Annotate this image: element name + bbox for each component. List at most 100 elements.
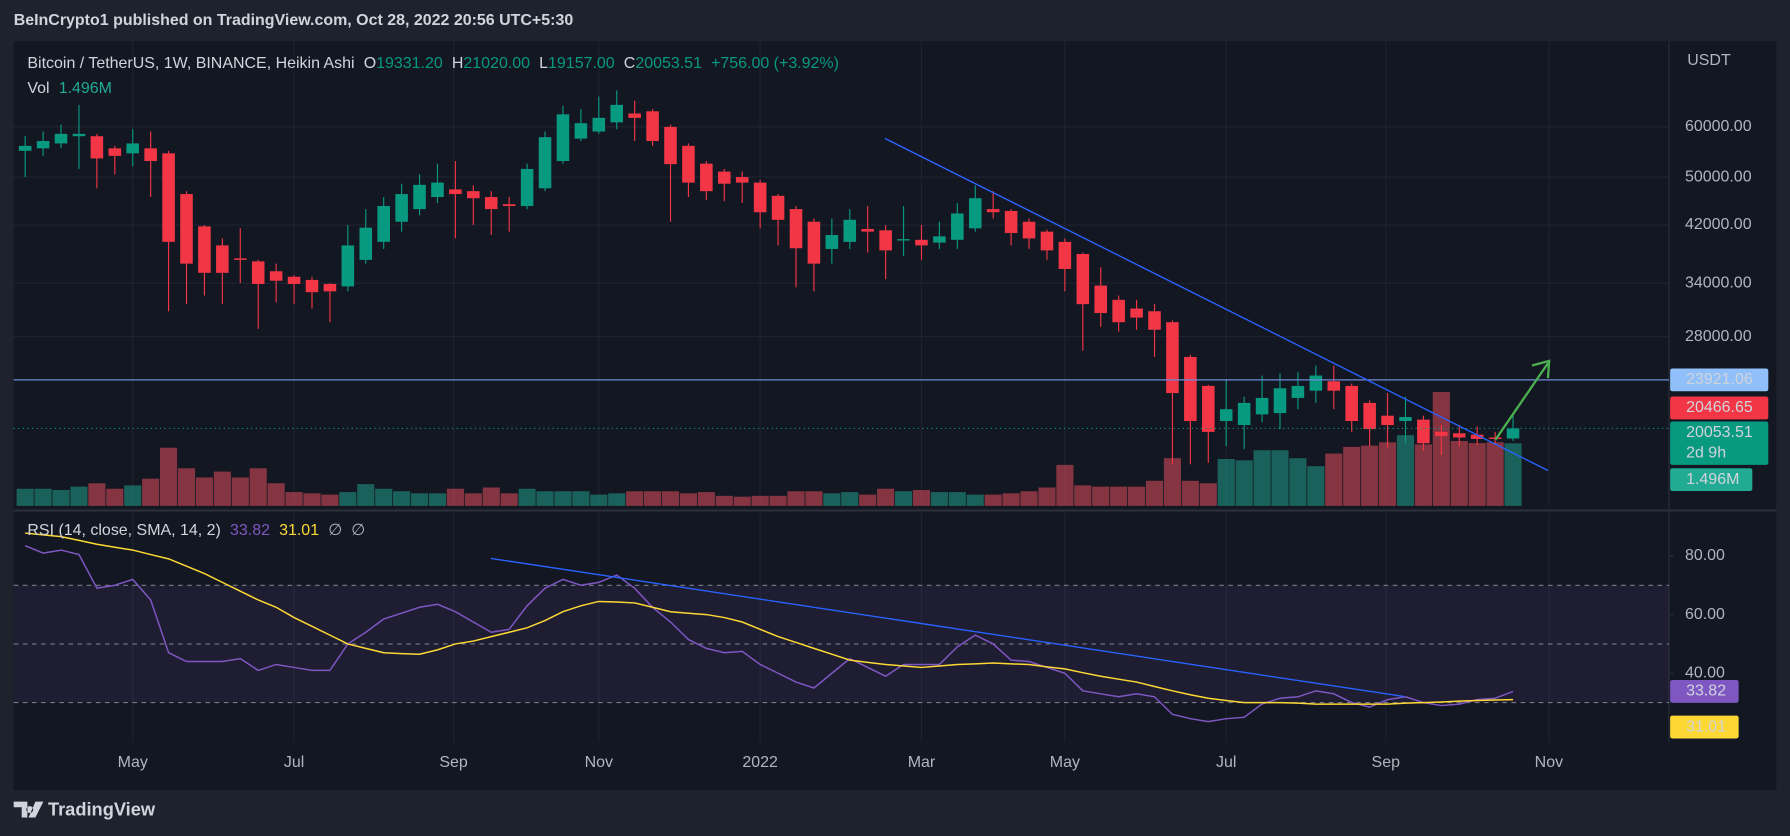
- volume-bar: [644, 491, 662, 506]
- candle-body: [1058, 241, 1072, 269]
- candle-body: [1309, 375, 1323, 391]
- volume-bar: [590, 494, 608, 506]
- volume-bar: [1038, 487, 1056, 506]
- volume-bar: [393, 491, 411, 506]
- ohlc-key: C: [624, 55, 636, 72]
- candle-body: [1417, 419, 1430, 444]
- candle-body: [1219, 409, 1233, 421]
- volume-bar: [321, 494, 339, 506]
- volume-value: 1.496M: [59, 80, 112, 97]
- volume-bar: [894, 491, 913, 506]
- candle-body: [592, 117, 606, 132]
- candle-body: [90, 136, 104, 159]
- volume-bar: [1325, 453, 1343, 506]
- candle-body: [234, 258, 247, 260]
- quote-currency: USDT: [1687, 52, 1731, 69]
- volume-bar: [877, 488, 895, 506]
- volume-bar: [805, 491, 823, 506]
- volume-bar: [733, 496, 751, 506]
- y-tick-label: 42000.00: [1685, 216, 1752, 233]
- candle-body: [1094, 285, 1108, 314]
- volume-bar: [375, 488, 393, 506]
- change: +756.00 (+3.92%): [711, 55, 839, 72]
- candle-body: [861, 228, 874, 232]
- volume-bar: [482, 487, 500, 506]
- rsi-value: 33.82: [230, 522, 270, 539]
- y-tick-label: 34000.00: [1685, 274, 1752, 291]
- candle-body: [986, 209, 1000, 213]
- volume-bar: [1450, 441, 1468, 506]
- publisher: BeInCrypto1 published on TradingView.com…: [14, 12, 574, 29]
- volume-bar: [446, 488, 464, 506]
- ohlc-key: O: [364, 55, 376, 72]
- candle-body: [520, 168, 534, 207]
- volume-bar: [124, 485, 142, 506]
- volume-bar: [518, 488, 536, 506]
- plot: May Jul Sep Nov 2022 Mar May Jul Sep Nov 60000.00 5…: [13, 41, 1769, 771]
- volume-bar: [428, 493, 447, 506]
- candle-body: [1184, 356, 1197, 421]
- candle-body: [216, 245, 229, 273]
- candle-body: [18, 145, 32, 151]
- volume-bar: [626, 491, 644, 506]
- volume-bar: [34, 488, 52, 506]
- y-tick-label: 60000.00: [1685, 118, 1752, 135]
- candle-body: [843, 219, 857, 242]
- volume-bar: [1504, 443, 1522, 506]
- volume-bar: [930, 492, 948, 506]
- candle-body: [126, 143, 140, 154]
- volume-bar: [1199, 483, 1217, 506]
- candle-body: [933, 236, 946, 243]
- ohlc-value: 20053.51: [635, 55, 702, 72]
- candle-body: [323, 283, 337, 292]
- candle-body: [1237, 402, 1251, 426]
- candle-body: [789, 209, 803, 249]
- candle-body: [735, 177, 749, 183]
- volume-bar: [303, 493, 321, 506]
- x-tick-label: May: [118, 754, 148, 771]
- candle-body: [341, 245, 355, 287]
- candle-body: [807, 221, 821, 264]
- volume-bar: [142, 478, 160, 506]
- price-level-box: [1670, 421, 1769, 465]
- volume-bar: [769, 495, 787, 506]
- candle-body: [538, 137, 552, 189]
- candle-body: [144, 148, 157, 162]
- volume-bar: [1128, 486, 1146, 506]
- volume-bar: [339, 492, 357, 506]
- symbol-title: Bitcoin / TetherUS, 1W, BINANCE, Heikin …: [27, 55, 354, 72]
- candle-body: [377, 206, 390, 242]
- candle-body: [753, 182, 767, 213]
- ohlc-value: 19157.00: [548, 55, 615, 72]
- x-tick-label: Jul: [1216, 754, 1236, 771]
- volume-bar: [1163, 458, 1182, 506]
- candle-body: [1166, 322, 1179, 394]
- rsi-extra: ∅: [351, 522, 365, 539]
- rsi-tick-label: 40.00: [1685, 665, 1725, 682]
- volume-bar: [679, 493, 697, 506]
- price-level-label: 20053.51: [1686, 424, 1753, 441]
- volume-bar: [1486, 442, 1504, 506]
- volume-bar: [231, 477, 249, 506]
- candle-body: [449, 189, 462, 195]
- candle-body: [413, 184, 426, 210]
- volume-bar: [751, 495, 769, 506]
- candle-body: [771, 195, 785, 220]
- tradingview-logo: [13, 801, 44, 818]
- volume-bar: [859, 494, 877, 506]
- volume-bar: [1002, 493, 1020, 506]
- volume-bar: [1145, 480, 1164, 506]
- candle-body: [1291, 385, 1305, 398]
- rsi-extra: ∅: [328, 522, 342, 539]
- candle-body: [718, 171, 731, 184]
- volume-bar: [608, 493, 626, 506]
- x-tick-label: May: [1050, 754, 1080, 771]
- volume-legend: Vol 1.496M: [27, 80, 112, 97]
- candle-body: [1327, 381, 1341, 391]
- volume-bar: [715, 495, 733, 506]
- ohlc: O19331.20 H21020.00 L19157.00 C20053.51: [364, 55, 702, 72]
- volume-bar: [249, 468, 267, 506]
- candle-body: [968, 198, 982, 229]
- candle-body: [431, 182, 444, 198]
